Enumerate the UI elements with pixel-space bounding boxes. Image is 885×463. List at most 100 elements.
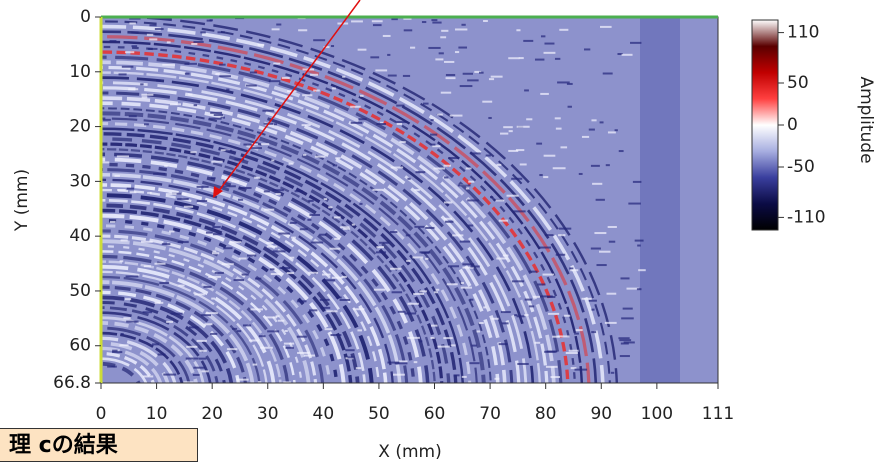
- speckle: [275, 193, 281, 196]
- wave-ring: [101, 81, 528, 383]
- speckle: [166, 41, 171, 44]
- y-axis-label: Y (mm): [12, 169, 32, 232]
- speckle: [271, 159, 275, 162]
- speckle: [350, 121, 363, 124]
- speckle: [444, 217, 453, 220]
- speckle: [373, 288, 386, 291]
- speckle: [265, 316, 278, 319]
- speckle: [476, 330, 481, 333]
- speckle: [550, 376, 561, 379]
- speckle: [351, 223, 355, 226]
- speckle: [578, 172, 583, 175]
- speckle: [465, 187, 469, 190]
- speckle: [350, 105, 361, 108]
- speckle: [490, 75, 503, 78]
- speckle: [410, 46, 416, 49]
- speckle: [376, 246, 385, 249]
- speckle: [270, 273, 281, 276]
- speckle: [435, 288, 440, 291]
- speckle: [206, 19, 212, 22]
- speckle: [357, 48, 367, 51]
- speckle: [461, 375, 467, 378]
- speckle: [241, 273, 249, 276]
- speckle: [511, 280, 525, 283]
- speckle: [516, 29, 521, 32]
- colorbar-tick-label: 110: [787, 23, 819, 43]
- wave-ring: [101, 351, 155, 383]
- speckle: [249, 71, 257, 74]
- speckle: [177, 241, 189, 244]
- speckle: [291, 236, 296, 239]
- speckle: [222, 185, 236, 188]
- speckle: [116, 155, 129, 158]
- speckle: [606, 292, 617, 295]
- speckle: [261, 143, 270, 146]
- x-tick-label: 50: [368, 404, 390, 424]
- speckle: [124, 51, 135, 54]
- speckle: [102, 161, 110, 164]
- speckle: [194, 293, 205, 296]
- wave-ring: [101, 295, 234, 383]
- speckle: [247, 254, 257, 257]
- speckle: [540, 35, 546, 38]
- speckle: [382, 34, 391, 37]
- speckle: [570, 269, 579, 272]
- speckle: [450, 344, 456, 347]
- speckle: [213, 114, 223, 117]
- speckle: [558, 234, 566, 237]
- speckle: [494, 377, 500, 380]
- speckle: [515, 149, 525, 152]
- speckle: [485, 154, 491, 157]
- speckle: [452, 234, 464, 237]
- speckle: [482, 100, 493, 103]
- speckle: [470, 152, 481, 155]
- speckle: [638, 269, 646, 272]
- speckle: [524, 298, 533, 301]
- speckle: [223, 247, 233, 250]
- speckle: [544, 234, 554, 237]
- wave-ring: [101, 203, 360, 383]
- speckle: [506, 194, 519, 197]
- wave-ring: [101, 91, 514, 383]
- speckle: [211, 252, 220, 255]
- speckle: [196, 200, 208, 203]
- heatmap-image: [101, 17, 718, 383]
- x-tick-label: 111: [702, 404, 734, 424]
- speckle: [574, 368, 588, 371]
- speckle: [446, 283, 458, 286]
- speckle: [595, 198, 605, 201]
- speckle: [514, 314, 518, 317]
- speckle: [345, 349, 355, 352]
- speckle: [309, 309, 318, 312]
- speckle: [155, 33, 160, 36]
- speckle: [560, 146, 568, 149]
- wave-ring: [101, 321, 198, 383]
- speckle: [390, 267, 402, 270]
- wave-ring: [101, 290, 240, 383]
- speckle: [322, 279, 336, 282]
- speckle: [201, 370, 209, 373]
- speckle: [399, 141, 406, 144]
- speckle: [461, 23, 466, 26]
- wave-ring: [101, 65, 549, 383]
- speckle: [614, 129, 618, 132]
- speckle: [277, 319, 285, 322]
- speckle: [543, 51, 556, 54]
- speckle: [266, 245, 278, 248]
- speckle: [375, 69, 388, 72]
- speckle: [618, 337, 630, 340]
- speckle: [166, 320, 173, 323]
- speckle: [107, 365, 117, 368]
- speckle: [432, 145, 441, 148]
- speckle: [557, 335, 570, 338]
- speckle: [626, 287, 639, 290]
- speckle: [128, 88, 139, 91]
- speckle: [387, 361, 400, 364]
- speckle: [592, 182, 603, 185]
- wave-ring: [101, 275, 261, 383]
- speckle: [119, 260, 124, 263]
- speckle: [528, 305, 535, 308]
- speckle: [536, 142, 543, 145]
- speckle: [496, 163, 502, 166]
- speckle: [120, 333, 124, 336]
